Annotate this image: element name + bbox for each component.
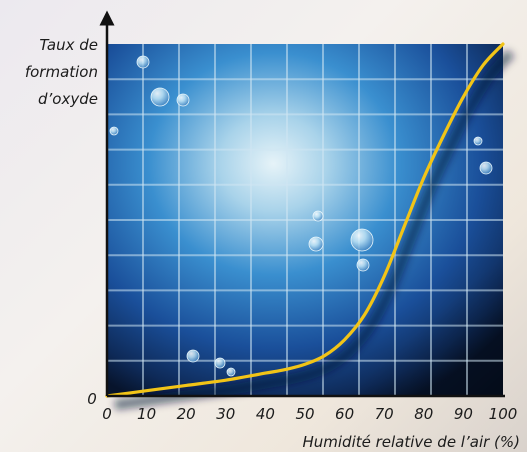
- x-tick-label: 70: [375, 405, 394, 423]
- x-tick-label: 30: [216, 405, 235, 423]
- water-droplet-icon: [214, 357, 226, 369]
- x-tick-labels: 0 10 20 30 40 50 60 70 80 90 100: [102, 405, 517, 423]
- y-axis-label-line: formation: [25, 63, 98, 81]
- water-droplet-icon: [136, 55, 150, 69]
- x-tick-label: 10: [137, 405, 156, 423]
- water-droplet-icon: [226, 367, 236, 377]
- water-droplet-icon: [186, 349, 200, 363]
- water-droplets: [109, 55, 493, 377]
- water-droplet-icon: [350, 228, 374, 252]
- water-droplet-icon: [176, 93, 190, 107]
- grid: [107, 44, 503, 396]
- x-tick-label: 100: [489, 405, 518, 423]
- curve-shadow: [114, 49, 515, 410]
- data-line: [105, 42, 505, 398]
- x-tick-label: 60: [335, 405, 354, 423]
- x-tick-label: 90: [454, 405, 473, 423]
- y-axis-label: Taux de formation d’oxyde: [25, 36, 98, 108]
- x-axis-label: Humidité relative de l’air (%): [302, 433, 520, 451]
- water-droplet-icon: [109, 126, 119, 136]
- y-axis-label-line: d’oxyde: [38, 90, 98, 108]
- plot-area: [105, 42, 515, 410]
- x-tick-label: 40: [256, 405, 275, 423]
- x-tick-label: 50: [295, 405, 314, 423]
- water-droplet-icon: [308, 236, 324, 252]
- water-droplet-icon: [473, 136, 483, 146]
- water-droplet-icon: [312, 210, 324, 222]
- water-droplet-icon: [356, 258, 370, 272]
- water-droplet-icon: [150, 87, 170, 107]
- x-tick-label: 80: [414, 405, 433, 423]
- water-droplet-icon: [479, 161, 493, 175]
- x-tick-label: 20: [177, 405, 196, 423]
- x-tick-label: 0: [102, 405, 112, 423]
- y-axis-label-line: Taux de: [39, 36, 98, 54]
- y-zero-label: 0: [87, 390, 97, 408]
